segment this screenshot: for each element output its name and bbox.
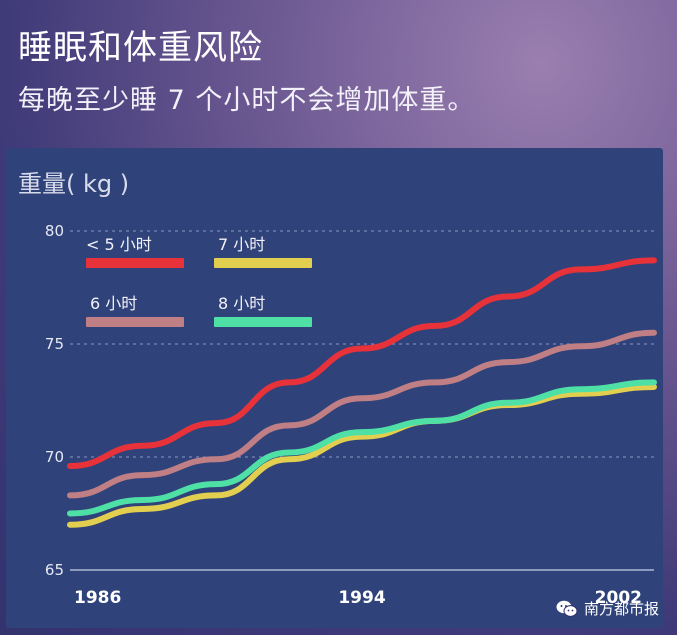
watermark: 南方都市报 bbox=[556, 598, 659, 619]
legend-swatch bbox=[86, 317, 184, 327]
y-axis-label: 重量( kg ) bbox=[18, 170, 130, 198]
series-line bbox=[67, 329, 657, 499]
legend-label: 7 小时 bbox=[218, 235, 265, 254]
y-tick-label: 65 bbox=[45, 561, 64, 579]
series-line bbox=[67, 257, 657, 470]
chart-title: 睡眠和体重风险 bbox=[18, 28, 263, 68]
legend-swatch bbox=[214, 317, 312, 327]
legend-label: 8 小时 bbox=[218, 294, 265, 313]
legend-label: 6 小时 bbox=[90, 294, 137, 313]
series-line bbox=[67, 379, 657, 517]
chart-subtitle: 每晚至少睡 7 个小时不会增加体重。 bbox=[18, 85, 476, 116]
legend-swatch bbox=[86, 258, 184, 268]
x-tick-label: 1994 bbox=[338, 588, 385, 608]
legend-swatch bbox=[214, 258, 312, 268]
y-tick-label: 70 bbox=[45, 448, 64, 466]
legend-label: < 5 小时 bbox=[86, 235, 152, 254]
watermark-text: 南方都市报 bbox=[583, 600, 659, 618]
chart-panel bbox=[6, 148, 663, 628]
wechat-icon bbox=[556, 600, 578, 618]
y-tick-label: 80 bbox=[45, 222, 64, 240]
x-tick-label: 1986 bbox=[74, 588, 121, 608]
y-tick-label: 75 bbox=[45, 335, 64, 353]
series-line bbox=[67, 383, 657, 528]
x-tick-label: 2002 bbox=[595, 588, 642, 608]
